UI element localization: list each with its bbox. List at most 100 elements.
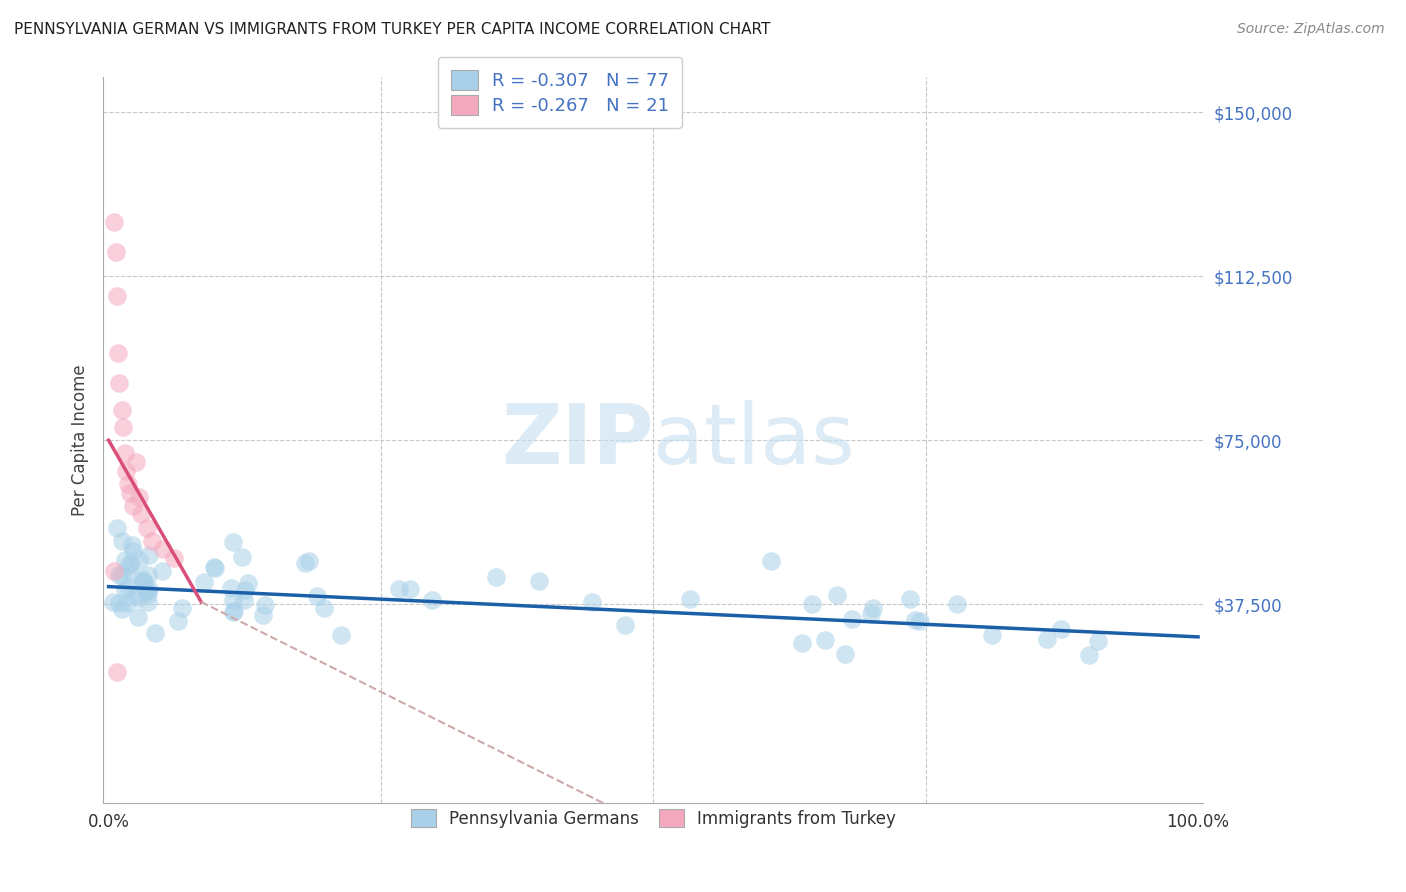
Point — [399, 582, 422, 597]
Point — [111, 533, 134, 548]
Point — [101, 595, 124, 609]
Point — [129, 508, 152, 522]
Point — [1049, 623, 1071, 637]
Point — [115, 464, 138, 478]
Point — [124, 588, 146, 602]
Point — [614, 617, 637, 632]
Point — [117, 580, 139, 594]
Point — [121, 499, 143, 513]
Point — [138, 582, 160, 597]
Point — [898, 591, 921, 606]
Point — [222, 606, 245, 620]
Point — [138, 595, 160, 609]
Point — [841, 612, 863, 626]
Point — [132, 574, 155, 589]
Point — [232, 593, 254, 607]
Point — [131, 572, 153, 586]
Point — [981, 628, 1004, 642]
Point — [860, 607, 883, 621]
Text: atlas: atlas — [654, 400, 855, 481]
Point — [814, 633, 837, 648]
Point — [236, 575, 259, 590]
Point — [834, 647, 856, 661]
Point — [946, 597, 969, 611]
Point — [128, 490, 150, 504]
Point — [204, 561, 226, 575]
Point — [120, 556, 142, 570]
Point — [800, 598, 823, 612]
Point — [115, 596, 138, 610]
Point — [298, 554, 321, 568]
Point — [127, 591, 149, 605]
Point — [527, 574, 550, 589]
Point — [114, 583, 136, 598]
Point — [111, 568, 134, 582]
Point — [193, 575, 215, 590]
Y-axis label: Per Capita Income: Per Capita Income — [72, 365, 89, 516]
Point — [127, 609, 149, 624]
Point — [121, 538, 143, 552]
Point — [1035, 632, 1057, 647]
Point — [202, 559, 225, 574]
Point — [252, 608, 274, 623]
Point — [135, 520, 157, 534]
Point — [143, 626, 166, 640]
Point — [219, 582, 242, 596]
Point — [107, 346, 129, 360]
Point — [222, 604, 245, 618]
Point — [141, 533, 163, 548]
Legend: Pennsylvania Germans, Immigrants from Turkey: Pennsylvania Germans, Immigrants from Tu… — [404, 803, 903, 835]
Point — [111, 402, 134, 417]
Point — [231, 550, 253, 565]
Point — [103, 215, 125, 229]
Point — [122, 543, 145, 558]
Point — [120, 567, 142, 582]
Point — [388, 582, 411, 597]
Point — [294, 556, 316, 570]
Point — [221, 593, 243, 607]
Point — [420, 593, 443, 607]
Point — [114, 446, 136, 460]
Point — [910, 615, 932, 629]
Point — [150, 565, 173, 579]
Text: ZIP: ZIP — [501, 400, 654, 481]
Point — [108, 567, 131, 582]
Point — [103, 564, 125, 578]
Point — [135, 582, 157, 597]
Point — [790, 636, 813, 650]
Point — [825, 588, 848, 602]
Point — [167, 614, 190, 628]
Point — [128, 553, 150, 567]
Point — [118, 558, 141, 572]
Point — [163, 551, 186, 566]
Point — [903, 613, 925, 627]
Point — [105, 520, 128, 534]
Point — [117, 476, 139, 491]
Point — [108, 376, 131, 391]
Point — [138, 548, 160, 562]
Point — [1087, 633, 1109, 648]
Point — [485, 569, 508, 583]
Point — [222, 535, 245, 549]
Point — [307, 589, 329, 603]
Point — [105, 245, 128, 260]
Point — [105, 665, 128, 679]
Point — [105, 289, 128, 303]
Point — [136, 567, 159, 582]
Point — [135, 584, 157, 599]
Point — [136, 587, 159, 601]
Point — [125, 455, 148, 469]
Point — [253, 599, 276, 613]
Point — [1078, 648, 1101, 662]
Point — [114, 553, 136, 567]
Point — [233, 582, 256, 597]
Point — [111, 601, 134, 615]
Point — [108, 596, 131, 610]
Point — [111, 420, 134, 434]
Text: Source: ZipAtlas.com: Source: ZipAtlas.com — [1237, 22, 1385, 37]
Point — [761, 554, 783, 568]
Point — [120, 485, 142, 500]
Point — [581, 594, 603, 608]
Point — [132, 575, 155, 590]
Point — [329, 628, 352, 642]
